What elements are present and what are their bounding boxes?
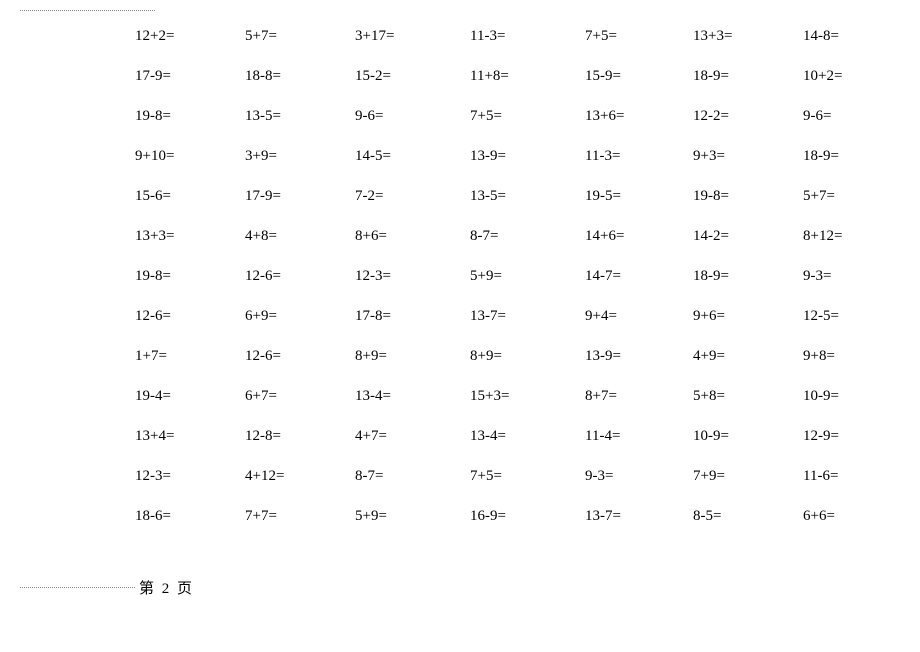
problem-cell: 9-6= xyxy=(803,108,903,125)
problem-cell: 8+9= xyxy=(355,348,470,365)
problem-cell: 6+7= xyxy=(245,388,355,405)
problem-cell: 15+3= xyxy=(470,388,585,405)
problem-cell: 8-7= xyxy=(355,468,470,485)
problem-cell: 11-3= xyxy=(585,148,693,165)
problem-cell: 13-7= xyxy=(585,508,693,525)
page-footer: 第 2 页 xyxy=(20,577,194,598)
problem-cell: 13-9= xyxy=(470,148,585,165)
problem-cell: 12-6= xyxy=(245,348,355,365)
problem-cell: 14-5= xyxy=(355,148,470,165)
problem-cell: 18-9= xyxy=(693,268,803,285)
problem-cell: 1+7= xyxy=(135,348,245,365)
problem-cell: 12-3= xyxy=(135,468,245,485)
problem-cell: 8-5= xyxy=(693,508,803,525)
problem-cell: 13+4= xyxy=(135,428,245,445)
problem-cell: 15-9= xyxy=(585,68,693,85)
problem-cell: 13-5= xyxy=(245,108,355,125)
problem-cell: 14-8= xyxy=(803,28,903,45)
problem-cell: 11+8= xyxy=(470,68,585,85)
problem-cell: 12+2= xyxy=(135,28,245,45)
problem-cell: 13-4= xyxy=(470,428,585,445)
problem-cell: 5+7= xyxy=(245,28,355,45)
footer-divider xyxy=(20,587,135,588)
problem-cell: 8+12= xyxy=(803,228,903,245)
problem-cell: 7-2= xyxy=(355,188,470,205)
problem-cell: 17-9= xyxy=(245,188,355,205)
problem-cell: 12-8= xyxy=(245,428,355,445)
problem-cell: 9+3= xyxy=(693,148,803,165)
problem-cell: 9+8= xyxy=(803,348,903,365)
problem-cell: 3+17= xyxy=(355,28,470,45)
problem-cell: 11-6= xyxy=(803,468,903,485)
problem-cell: 15-2= xyxy=(355,68,470,85)
problem-cell: 7+5= xyxy=(585,28,693,45)
problem-cell: 12-5= xyxy=(803,308,903,325)
problem-cell: 11-4= xyxy=(585,428,693,445)
problem-cell: 19-8= xyxy=(135,108,245,125)
problem-cell: 17-9= xyxy=(135,68,245,85)
problem-cell: 7+7= xyxy=(245,508,355,525)
problem-cell: 4+8= xyxy=(245,228,355,245)
problem-cell: 9-3= xyxy=(585,468,693,485)
problem-cell: 5+9= xyxy=(470,268,585,285)
problem-cell: 11-3= xyxy=(470,28,585,45)
problem-cell: 13-7= xyxy=(470,308,585,325)
problem-cell: 19-8= xyxy=(135,268,245,285)
problem-cell: 13-4= xyxy=(355,388,470,405)
problem-cell: 13-9= xyxy=(585,348,693,365)
problem-cell: 3+9= xyxy=(245,148,355,165)
problem-cell: 5+9= xyxy=(355,508,470,525)
problem-cell: 8+7= xyxy=(585,388,693,405)
problem-cell: 14+6= xyxy=(585,228,693,245)
problem-cell: 6+6= xyxy=(803,508,903,525)
problem-cell: 13-5= xyxy=(470,188,585,205)
problem-cell: 9-3= xyxy=(803,268,903,285)
problem-cell: 18-6= xyxy=(135,508,245,525)
problem-cell: 9+10= xyxy=(135,148,245,165)
problem-cell: 10+2= xyxy=(803,68,903,85)
top-divider xyxy=(20,10,155,11)
problem-cell: 7+5= xyxy=(470,468,585,485)
problem-cell: 9-6= xyxy=(355,108,470,125)
worksheet-grid: 12+2=5+7=3+17=11-3=7+5=13+3=14-8=17-9=18… xyxy=(135,28,905,525)
problem-cell: 18-8= xyxy=(245,68,355,85)
problem-cell: 16-9= xyxy=(470,508,585,525)
problem-cell: 7+5= xyxy=(470,108,585,125)
problem-cell: 13+3= xyxy=(693,28,803,45)
problem-cell: 8+9= xyxy=(470,348,585,365)
problem-cell: 19-4= xyxy=(135,388,245,405)
problem-cell: 12-6= xyxy=(135,308,245,325)
problem-cell: 8-7= xyxy=(470,228,585,245)
problem-cell: 10-9= xyxy=(693,428,803,445)
problem-cell: 19-5= xyxy=(585,188,693,205)
problem-cell: 10-9= xyxy=(803,388,903,405)
problem-cell: 13+6= xyxy=(585,108,693,125)
problem-cell: 17-8= xyxy=(355,308,470,325)
problem-cell: 5+8= xyxy=(693,388,803,405)
problem-cell: 4+9= xyxy=(693,348,803,365)
problem-cell: 9+4= xyxy=(585,308,693,325)
problem-cell: 5+7= xyxy=(803,188,903,205)
problem-cell: 13+3= xyxy=(135,228,245,245)
problem-cell: 12-6= xyxy=(245,268,355,285)
problem-cell: 19-8= xyxy=(693,188,803,205)
problem-cell: 6+9= xyxy=(245,308,355,325)
problem-cell: 7+9= xyxy=(693,468,803,485)
problem-cell: 12-9= xyxy=(803,428,903,445)
problem-cell: 18-9= xyxy=(693,68,803,85)
problem-cell: 8+6= xyxy=(355,228,470,245)
problem-cell: 4+12= xyxy=(245,468,355,485)
problem-cell: 4+7= xyxy=(355,428,470,445)
problem-cell: 12-2= xyxy=(693,108,803,125)
problem-cell: 15-6= xyxy=(135,188,245,205)
problem-cell: 18-9= xyxy=(803,148,903,165)
problem-cell: 14-7= xyxy=(585,268,693,285)
problem-cell: 12-3= xyxy=(355,268,470,285)
problem-cell: 9+6= xyxy=(693,308,803,325)
problem-cell: 14-2= xyxy=(693,228,803,245)
page-number: 第 2 页 xyxy=(139,577,194,598)
